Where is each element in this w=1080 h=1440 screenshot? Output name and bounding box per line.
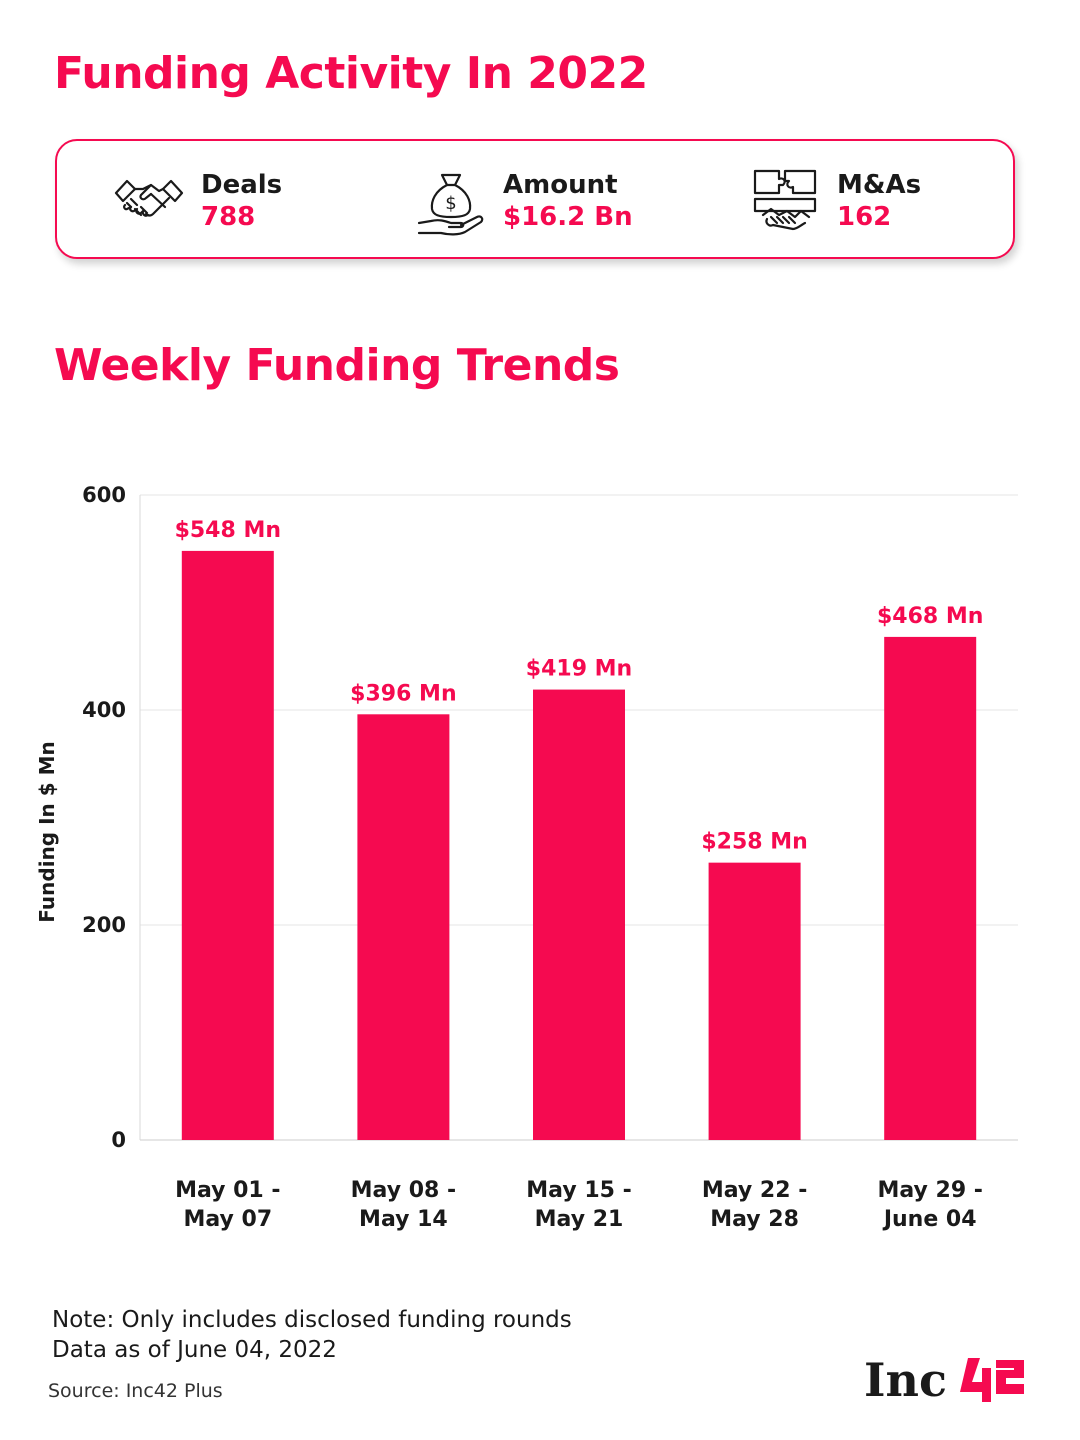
- bar-value-label: $258 Mn: [701, 830, 807, 855]
- stat-deals-label: Deals: [201, 170, 283, 200]
- y-tick-label: 600: [82, 483, 126, 507]
- data-date-note: Data as of June 04, 2022: [52, 1337, 337, 1363]
- handshake-icon: [114, 179, 184, 217]
- bar: [181, 550, 274, 1140]
- stat-amount-label: Amount: [503, 170, 618, 200]
- x-axis: May 01 - May 07 May 08 - May 14 May 15 - May …: [175, 1178, 983, 1232]
- note-text: Note: Only includes disclosed funding ro…: [52, 1307, 572, 1333]
- money-bag-hand-icon: $: [417, 173, 484, 236]
- bar-value-label: $468 Mn: [877, 604, 983, 629]
- logo-42-mark: [960, 1358, 1024, 1402]
- bars: [181, 550, 977, 1140]
- svg-text:$: $: [445, 193, 456, 214]
- y-tick-label: 0: [111, 1128, 126, 1152]
- y-axis: 0 200 400 600: [82, 483, 126, 1152]
- stat-deals: Deals 788: [113, 163, 282, 239]
- data-labels: $548 Mn $396 Mn $419 Mn $258 Mn $468 Mn: [175, 518, 984, 855]
- x-tick-label: May 29 -: [877, 1178, 982, 1203]
- stat-amount-value: $16.2 Bn: [503, 202, 633, 232]
- x-tick-label: May 21: [535, 1207, 624, 1232]
- y-tick-label: 200: [82, 913, 126, 937]
- x-tick-label: May 08 -: [351, 1178, 456, 1203]
- page-title: Funding Activity In 2022: [54, 48, 648, 99]
- bar: [533, 689, 625, 1140]
- inc42-logo: Inc: [864, 1353, 1024, 1406]
- x-tick-label: June 04: [882, 1207, 977, 1232]
- y-tick-label: 400: [82, 698, 126, 722]
- bar-value-label: $419 Mn: [526, 657, 632, 682]
- bar: [884, 636, 977, 1140]
- source-text: Source: Inc42 Plus: [48, 1380, 223, 1402]
- puzzle-handshake-icon: [753, 169, 817, 231]
- x-tick-label: May 15 -: [526, 1178, 631, 1203]
- y-axis-label: Funding In $ Mn: [35, 741, 59, 923]
- stat-deals-value: 788: [201, 202, 256, 232]
- bar-value-label: $548 Mn: [175, 518, 281, 543]
- stat-mas-label: M&As: [837, 170, 922, 200]
- stat-amount: $ Amount $16.2 Bn: [415, 163, 633, 239]
- bar-value-label: $396 Mn: [350, 681, 456, 706]
- logo-text-inc: Inc: [864, 1353, 947, 1406]
- x-tick-label: May 07: [183, 1207, 272, 1232]
- x-tick-label: May 14: [359, 1207, 448, 1232]
- bar: [357, 714, 450, 1140]
- chart-title: Weekly Funding Trends: [54, 340, 620, 391]
- stats-card: Deals 788 $ Amount $16.2 Bn M&As 162: [55, 139, 1015, 259]
- bar-chart: $548 Mn $396 Mn $419 Mn $258 Mn $468 Mn 0 200…: [35, 483, 1018, 1232]
- stat-mas: M&As 162: [749, 163, 921, 239]
- x-tick-label: May 22 -: [702, 1178, 807, 1203]
- x-tick-label: May 28: [710, 1207, 799, 1232]
- stat-mas-value: 162: [837, 202, 892, 232]
- bar: [708, 862, 801, 1140]
- x-tick-label: May 01 -: [175, 1178, 280, 1203]
